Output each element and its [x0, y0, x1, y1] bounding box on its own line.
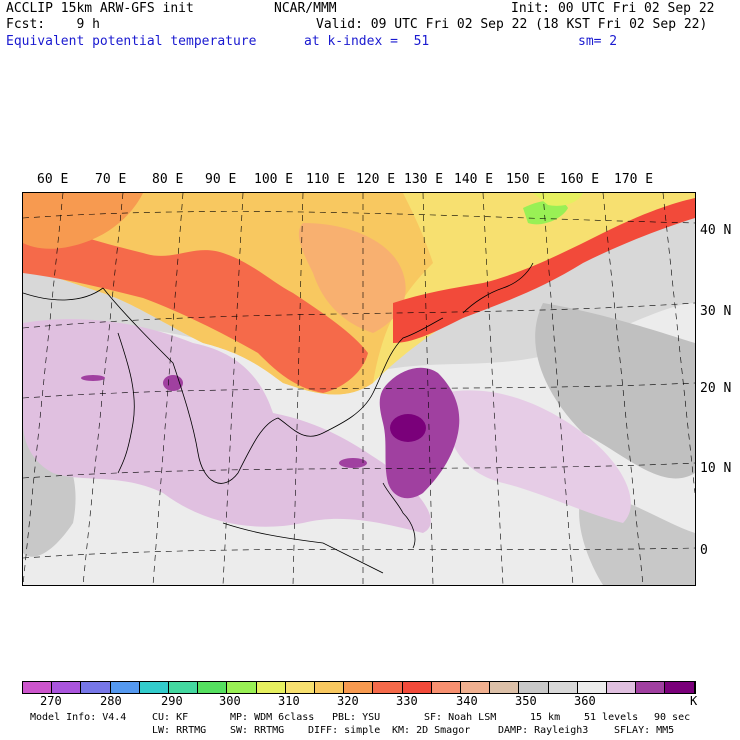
field-yellow-pocket — [533, 193, 583, 206]
colorbar-swatch — [315, 682, 345, 693]
colorbar-swatch — [461, 682, 491, 693]
field-orange-region — [298, 223, 406, 333]
colorbar-label: 300 — [219, 694, 241, 708]
field-red-region — [23, 213, 368, 393]
smoothing-info: sm= 2 — [578, 34, 618, 49]
lon-label: 170 E — [614, 172, 654, 187]
lat-label: 0 — [700, 543, 708, 558]
field-orange-region — [23, 193, 143, 249]
graticule-lat — [23, 547, 695, 559]
graticule-lat — [23, 302, 695, 329]
colorbar-label: 340 — [456, 694, 478, 708]
colorbar-unit: K — [690, 694, 698, 708]
field-lavender-region — [443, 390, 631, 523]
coastline-philippines — [382, 482, 416, 549]
coastline-asia — [23, 287, 444, 484]
colorbar-swatch — [169, 682, 199, 693]
lon-label: 80 E — [152, 172, 184, 187]
footer-sw: SW: RRTMG — [230, 725, 285, 736]
footer-sf: SF: Noah LSM — [424, 712, 497, 723]
footer-model-info: Model Info: V4.4 — [30, 712, 127, 723]
colorbar-swatch — [636, 682, 666, 693]
colorbar-swatch — [81, 682, 111, 693]
colorbar-swatch — [285, 682, 316, 693]
lon-label: 140 E — [454, 172, 494, 187]
colorbar-swatch — [227, 682, 257, 693]
colorbar-label: 330 — [396, 694, 418, 708]
graticule-lat — [23, 211, 695, 224]
footer-timestep: 90 sec — [654, 712, 691, 723]
field-name: Equivalent potential temperature — [6, 34, 257, 49]
footer-pbl: PBL: YSU — [332, 712, 381, 723]
field-red-jet — [393, 198, 695, 343]
lon-label: 120 E — [356, 172, 396, 187]
colorbar-swatch — [139, 682, 170, 693]
colorbar-swatch — [665, 682, 695, 693]
level-info: at k-index = 51 — [304, 34, 430, 49]
lon-label: 160 E — [560, 172, 600, 187]
colorbar-label: 310 — [278, 694, 300, 708]
colorbar-label: 290 — [161, 694, 183, 708]
footer-cu: CU: KF — [152, 712, 189, 723]
colorbar-swatch — [256, 682, 286, 693]
colorbar-swatch — [373, 682, 403, 693]
lon-label: 90 E — [205, 172, 237, 187]
org-label: NCAR/MMM — [274, 1, 337, 16]
footer-sflay: SFLAY: MM5 — [614, 725, 675, 736]
field-purple-spot — [339, 458, 367, 468]
lat-label: 20 N — [700, 381, 732, 396]
lat-label: 30 N — [700, 304, 732, 319]
lat-label: 10 N — [700, 461, 732, 476]
footer-levels: 51 levels — [584, 712, 639, 723]
colorbar-label: 280 — [100, 694, 122, 708]
colorbar-swatch — [431, 682, 462, 693]
field-typhoon-core — [390, 414, 426, 442]
footer-resolution: 15 km — [530, 712, 561, 723]
graticule-lat — [23, 462, 695, 479]
coastline-japan — [462, 262, 534, 314]
graticule-lat — [23, 382, 695, 399]
footer-lw: LW: RRTMG — [152, 725, 207, 736]
footer-mp: MP: WDM 6class — [230, 712, 315, 723]
map-panel — [22, 192, 696, 586]
colorbar-label: 360 — [574, 694, 596, 708]
colorbar-swatch — [402, 682, 432, 693]
coastline-india — [117, 332, 135, 474]
colorbar-swatch — [490, 682, 520, 693]
colorbar-swatch — [577, 682, 608, 693]
lon-label: 150 E — [506, 172, 546, 187]
footer-diff: DIFF: simple — [308, 725, 381, 736]
graticule — [23, 193, 695, 585]
colorbar-swatch — [607, 682, 637, 693]
colorbar-label: 320 — [337, 694, 359, 708]
colorbar-swatch — [198, 682, 228, 693]
colorbar-swatch — [110, 682, 140, 693]
field-purple-spot — [81, 375, 105, 381]
lon-label: 60 E — [37, 172, 69, 187]
valid-time: Valid: 09 UTC Fri 02 Sep 22 (18 KST Fri … — [316, 17, 708, 32]
colorbar-label: 270 — [40, 694, 62, 708]
colorbar-swatch — [52, 682, 82, 693]
coastline-indonesia — [222, 522, 384, 574]
field-lavender-region — [23, 319, 431, 533]
colorbar-label: 350 — [515, 694, 537, 708]
forecast-hour: Fcst: 9 h — [6, 17, 100, 32]
model-title: ACCLIP 15km ARW-GFS init — [6, 1, 194, 16]
field-grey-patch — [535, 303, 695, 479]
colorbar-swatch — [344, 682, 374, 693]
footer-km: KM: 2D Smagor — [392, 725, 471, 736]
colorbar-swatch — [519, 682, 549, 693]
colorbar-swatch — [23, 682, 53, 693]
lon-label: 110 E — [306, 172, 346, 187]
colorbar-swatch — [548, 682, 578, 693]
lon-label: 100 E — [254, 172, 294, 187]
init-time: Init: 00 UTC Fri 02 Sep 22 — [511, 1, 715, 16]
map-field — [23, 193, 695, 585]
colorbar — [22, 681, 696, 694]
lat-label: 40 N — [700, 223, 732, 238]
lon-label: 130 E — [404, 172, 444, 187]
lon-label: 70 E — [95, 172, 127, 187]
footer-damp: DAMP: Rayleigh3 — [498, 725, 589, 736]
